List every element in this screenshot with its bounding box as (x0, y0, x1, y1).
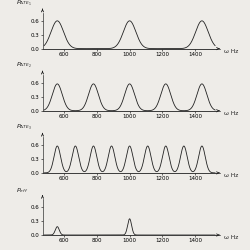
Text: ω Hz: ω Hz (224, 173, 238, 178)
Text: ω Hz: ω Hz (224, 49, 238, 54)
Text: $P_{\Delta TE_2}$: $P_{\Delta TE_2}$ (16, 61, 32, 70)
Text: ω Hz: ω Hz (224, 111, 238, 116)
Text: $P_{\Delta TE_1}$: $P_{\Delta TE_1}$ (16, 0, 32, 8)
Text: $P_{eff}$: $P_{eff}$ (16, 186, 28, 194)
Text: $P_{\Delta TE_3}$: $P_{\Delta TE_3}$ (16, 123, 32, 132)
Text: ω Hz: ω Hz (224, 236, 238, 240)
